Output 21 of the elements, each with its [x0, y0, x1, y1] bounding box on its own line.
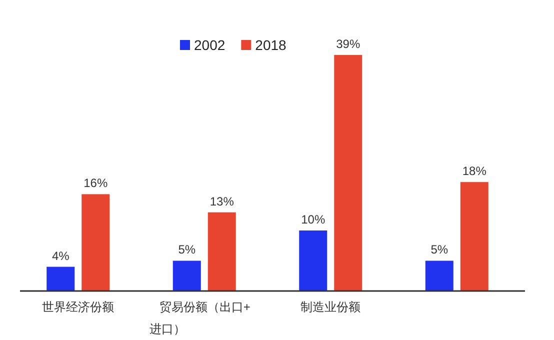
x-tick-label: 贸易份额（出口+进口）	[149, 300, 250, 336]
bar	[299, 230, 328, 291]
legend-label: 2018	[255, 37, 287, 53]
legend-label: 2002	[194, 37, 226, 53]
data-label: 10%	[301, 212, 326, 226]
bar	[172, 260, 201, 291]
bar	[46, 266, 75, 291]
data-label: 13%	[210, 194, 234, 208]
data-label: 39%	[336, 37, 360, 51]
bar	[208, 212, 236, 291]
bar	[460, 182, 488, 291]
data-label: 5%	[430, 242, 448, 257]
data-label: 4%	[52, 248, 70, 263]
data-label: 16%	[84, 176, 108, 190]
data-label: 18%	[462, 164, 487, 178]
x-tick-label: 世界经济份额	[42, 300, 114, 314]
bar	[82, 194, 110, 291]
x-tick-label: 制造业份额	[300, 300, 361, 314]
bar	[425, 260, 454, 291]
bar	[334, 55, 362, 291]
data-label: 5%	[178, 242, 196, 257]
